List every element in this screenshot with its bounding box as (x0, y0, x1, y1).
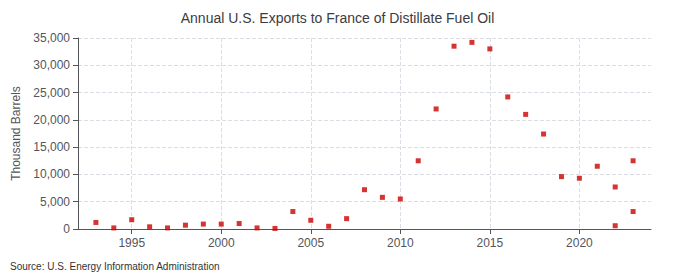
svg-text:5,000: 5,000 (40, 195, 70, 209)
svg-text:25,000: 25,000 (33, 86, 70, 100)
svg-text:Thousand Barrels: Thousand Barrels (9, 86, 23, 181)
svg-text:20,000: 20,000 (33, 113, 70, 127)
svg-text:10,000: 10,000 (33, 167, 70, 181)
svg-text:0: 0 (63, 222, 70, 236)
svg-text:1995: 1995 (118, 236, 145, 250)
svg-text:2015: 2015 (476, 236, 503, 250)
svg-text:15,000: 15,000 (33, 140, 70, 154)
svg-text:Source: U.S. Energy Informatio: Source: U.S. Energy Information Administ… (10, 261, 220, 272)
svg-text:2020: 2020 (566, 236, 593, 250)
svg-text:2010: 2010 (387, 236, 414, 250)
svg-text:2005: 2005 (297, 236, 324, 250)
svg-text:2000: 2000 (208, 236, 235, 250)
svg-text:30,000: 30,000 (33, 58, 70, 72)
svg-text:35,000: 35,000 (33, 31, 70, 45)
svg-text:Annual U.S. Exports to France: Annual U.S. Exports to France of Distill… (181, 10, 495, 26)
